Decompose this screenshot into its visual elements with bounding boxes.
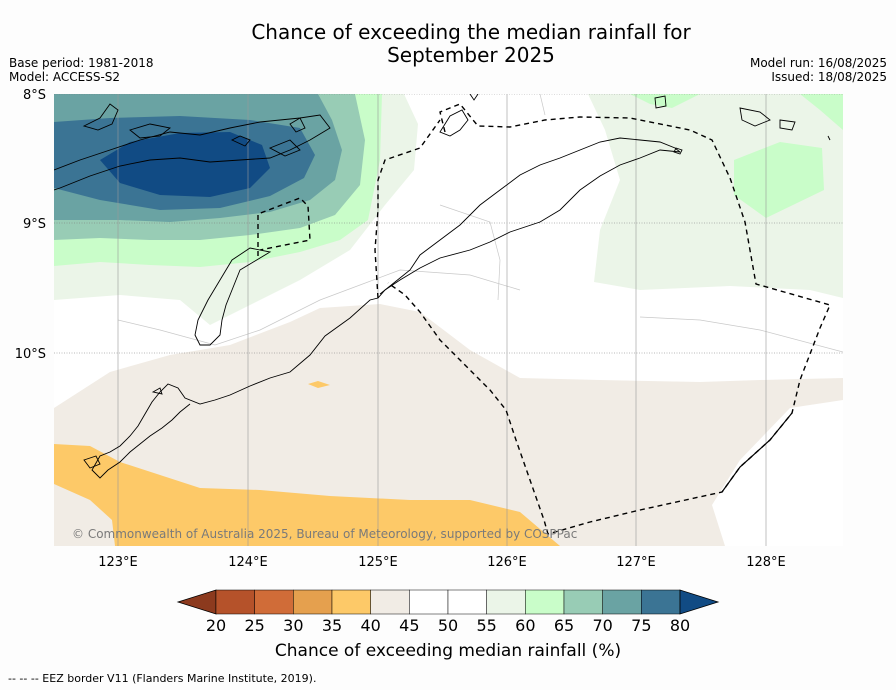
region-60-65-n [630, 94, 700, 108]
lat-label-8s: 8°S [23, 88, 46, 103]
colorbar-extend-high [679, 589, 720, 615]
eez-footnote: -- -- -- EEZ border V11 (Flanders Marine… [8, 672, 317, 685]
lat-label-9s: 9°S [23, 217, 46, 232]
colorbar-bin-25-30 [254, 589, 294, 615]
map-title-line2: September 2025 [387, 43, 555, 67]
colorbar-tick-label: 80 [670, 616, 690, 635]
colorbar-bin-60-65 [525, 589, 565, 615]
colorbar-bin-75-80 [641, 589, 681, 615]
colorbar-bin-20-25 [215, 589, 255, 615]
region-60-65-east [734, 142, 824, 218]
colorbar-tick-label: 20 [206, 616, 226, 635]
lon-label-126e: 126°E [487, 555, 527, 570]
region-35-40 [54, 444, 560, 546]
colorbar-title: Chance of exceeding median rainfall (%) [274, 641, 622, 661]
model-label: Model: ACCESS-S2 [9, 70, 121, 84]
colorbar-tick-label: 35 [322, 616, 342, 635]
colorbar-tick-label: 55 [476, 616, 496, 635]
colorbar-tick-label: 60 [515, 616, 535, 635]
lon-label-123e: 123°E [98, 555, 138, 570]
colorbar-tick-label: 30 [283, 616, 303, 635]
lat-label-10s: 10°S [15, 347, 46, 362]
copyright-text: © Commonwealth of Australia 2025, Bureau… [72, 527, 577, 541]
region-35-40-small [308, 381, 330, 388]
colorbar-tick-label: 40 [360, 616, 380, 635]
colorbar-tick-label: 45 [399, 616, 419, 635]
colorbar-tick-label: 70 [592, 616, 612, 635]
lon-label-124e: 124°E [228, 555, 268, 570]
coast-wetar [439, 109, 469, 137]
colorbar-tick-label: 25 [244, 616, 264, 635]
colorbar-bin-70-75 [602, 589, 642, 615]
colorbar-bin-35-40 [331, 589, 371, 615]
colorbar-bin-55-60 [486, 589, 526, 615]
region-40-45 [54, 304, 843, 546]
base-period-label: Base period: 1981-2018 [9, 56, 154, 70]
region-60-65-ne [800, 94, 843, 130]
coast-north-islands [82, 103, 119, 131]
region-80-plus [100, 132, 270, 197]
colorbar-tick-label: 65 [554, 616, 574, 635]
coast-flores [54, 114, 331, 191]
colorbar-bin-65-70 [563, 589, 603, 615]
colorbar-bin-30-35 [293, 589, 333, 615]
model-run-label: Model run: 16/08/2025 [749, 56, 887, 70]
lon-label-127e: 127°E [616, 555, 656, 570]
coast-timor [91, 149, 681, 479]
colorbar-tick-label: 50 [438, 616, 458, 635]
contour-lines [117, 94, 843, 353]
colorbar-bin-40-45 [370, 589, 410, 615]
colorbar-bin-50-55 [447, 589, 487, 615]
colorbar-extend-low [176, 589, 217, 615]
colorbar: 20 25 30 35 40 45 50 55 60 65 70 75 80 [176, 589, 720, 635]
graticule [54, 94, 843, 354]
meridians [117, 94, 767, 546]
lon-label-125e: 125°E [358, 555, 398, 570]
map-title-line1: Chance of exceeding the median rainfall … [251, 20, 691, 44]
colorbar-bin-45-50 [409, 589, 449, 615]
issued-label: Issued: 18/08/2025 [771, 70, 887, 84]
lon-label-128e: 128°E [746, 555, 786, 570]
eez-solid-segment [721, 412, 793, 493]
colorbar-tick-label: 75 [631, 616, 651, 635]
